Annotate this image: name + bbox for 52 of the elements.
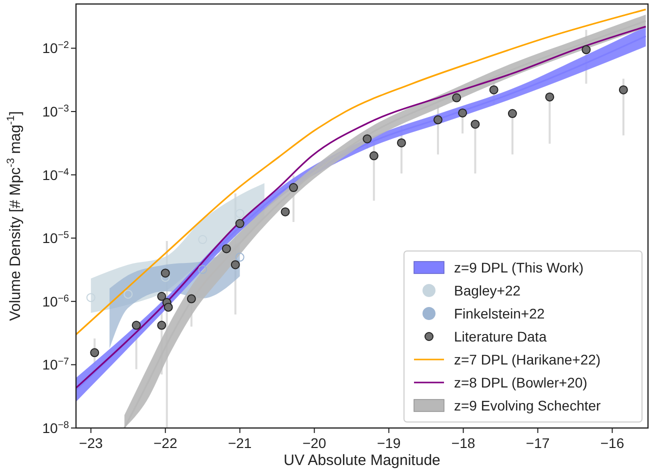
point — [288, 183, 298, 192]
point — [222, 244, 231, 254]
y-tick-label: 10$^{−6}$ — [42, 292, 70, 310]
legend-label: Literature Data — [454, 328, 547, 344]
x-axis-title: UV Absolute Magnitude — [284, 452, 440, 469]
point — [164, 302, 173, 312]
legend-label: z=8 DPL (Bowler+20) — [454, 374, 588, 390]
point — [618, 85, 628, 94]
x-tick-label: −21 — [228, 435, 252, 451]
point — [545, 92, 554, 102]
y-tick-label: 10$^{−8}$ — [42, 420, 70, 436]
point — [452, 93, 462, 102]
point — [582, 45, 591, 54]
point — [470, 120, 480, 129]
point — [230, 260, 240, 270]
x-tick-label: −18 — [451, 435, 476, 451]
y-tick-label: 10$^{−7}$ — [42, 356, 69, 373]
point — [396, 138, 406, 148]
point — [198, 264, 208, 274]
x-tick-label: −17 — [526, 435, 550, 451]
point — [235, 252, 244, 262]
y-tick-label: 10$^{−2}$ — [42, 40, 69, 56]
point — [458, 108, 468, 118]
legend-label: z=7 DPL (Harikane+22) — [454, 352, 601, 368]
point — [86, 293, 96, 302]
legend-label: Bagley+22 — [454, 282, 521, 298]
y-tick-label: 10$^{−4}$ — [42, 166, 70, 183]
legend-label: z=9 Evolving Schechter — [454, 398, 602, 414]
point — [362, 134, 372, 144]
point — [124, 290, 133, 299]
point — [186, 294, 196, 304]
point — [508, 109, 517, 118]
point — [489, 85, 498, 94]
x-tick-label: −22 — [154, 435, 178, 451]
x-tick-label: −19 — [376, 435, 401, 451]
legend-label: z=9 DPL (This Work) — [454, 260, 584, 276]
point — [157, 292, 166, 301]
point — [132, 320, 141, 330]
point — [280, 207, 290, 216]
y-tick-label: 10$^{−5}$ — [42, 230, 70, 246]
point — [369, 151, 378, 160]
point — [235, 208, 244, 218]
point — [160, 268, 170, 278]
point — [157, 320, 166, 330]
x-tick-label: −23 — [79, 435, 103, 451]
y-tick-label: 10$^{−3}$ — [42, 103, 70, 120]
legend-label: Finkelstein+22 — [454, 306, 545, 322]
x-tick-label: −20 — [302, 435, 326, 451]
point — [433, 115, 442, 124]
point — [90, 348, 100, 358]
x-tick-label: −16 — [600, 435, 624, 451]
point — [235, 219, 244, 228]
